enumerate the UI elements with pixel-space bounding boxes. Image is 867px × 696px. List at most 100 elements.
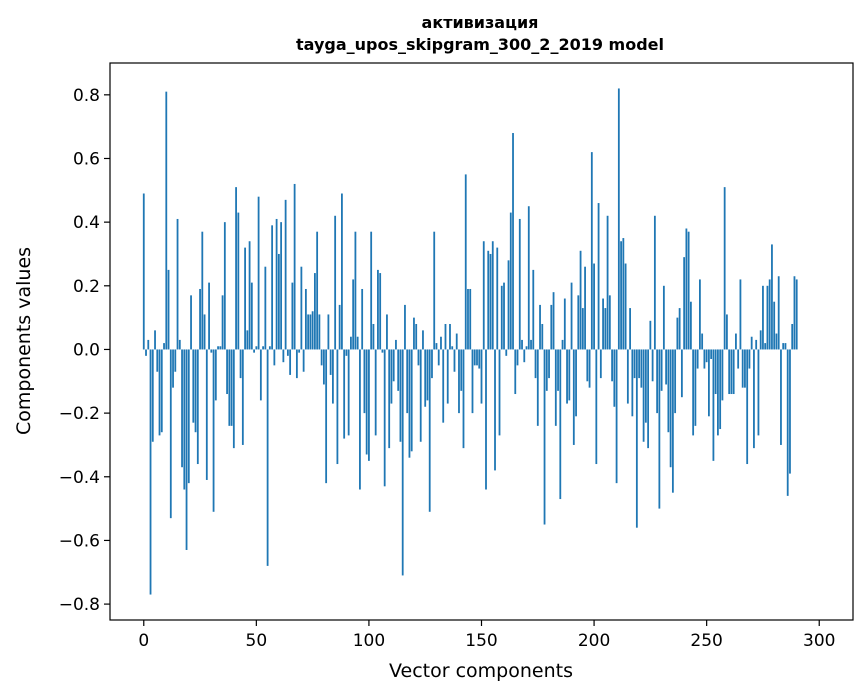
bar xyxy=(372,323,375,350)
y-tick-label: 0.4 xyxy=(73,213,100,233)
bar xyxy=(548,349,550,379)
bars-group xyxy=(142,88,798,595)
bar xyxy=(352,279,355,350)
bar xyxy=(455,333,458,350)
bar xyxy=(604,308,607,350)
bar xyxy=(791,323,794,350)
bar xyxy=(426,349,429,401)
bar xyxy=(163,343,165,350)
bar xyxy=(665,349,668,385)
bar xyxy=(570,282,573,350)
bar xyxy=(757,349,760,436)
bar xyxy=(397,349,400,391)
bar xyxy=(518,218,521,350)
bar xyxy=(187,349,190,484)
bar xyxy=(264,266,267,350)
bar xyxy=(383,349,386,487)
bar xyxy=(282,349,285,363)
bar xyxy=(142,193,145,350)
bar xyxy=(437,349,440,366)
bar xyxy=(500,285,503,350)
bar xyxy=(651,349,654,382)
bar xyxy=(606,215,609,350)
bar xyxy=(440,336,442,350)
bar xyxy=(334,215,337,350)
x-tick-label: 250 xyxy=(690,631,722,651)
bar xyxy=(194,349,197,433)
bar xyxy=(422,330,424,350)
bar xyxy=(379,273,382,350)
bar xyxy=(579,250,582,350)
bar xyxy=(300,266,303,350)
bar xyxy=(777,276,780,350)
bar xyxy=(764,343,767,350)
bar xyxy=(275,218,278,350)
bar xyxy=(793,276,796,350)
bar xyxy=(309,314,312,350)
bar xyxy=(253,349,255,353)
bar xyxy=(302,349,305,372)
bar xyxy=(158,349,161,436)
bar xyxy=(482,241,485,350)
bar xyxy=(721,349,724,401)
bar xyxy=(377,269,379,350)
bar xyxy=(602,298,604,350)
bar xyxy=(250,282,253,350)
bar xyxy=(473,349,476,366)
bar xyxy=(203,314,206,350)
bar xyxy=(451,346,454,350)
bar xyxy=(503,282,505,350)
bar xyxy=(617,88,620,350)
bar xyxy=(662,285,665,350)
bar xyxy=(178,339,181,350)
bar xyxy=(381,349,384,353)
bar xyxy=(363,349,366,414)
bar xyxy=(370,231,373,350)
bar xyxy=(593,263,595,350)
bar xyxy=(446,349,449,404)
bar xyxy=(286,349,289,356)
bar xyxy=(660,349,663,391)
bar xyxy=(241,349,244,445)
bar xyxy=(766,285,769,350)
x-axis-ticks: 0 50 100 150 200 250 300 xyxy=(138,620,835,651)
bar xyxy=(575,349,577,417)
bar xyxy=(228,349,231,426)
bar xyxy=(246,330,249,350)
y-tick-label: −0.6 xyxy=(59,531,100,551)
bar xyxy=(361,288,364,350)
bar xyxy=(262,346,264,350)
bar xyxy=(620,241,622,350)
bar xyxy=(730,349,733,395)
bar xyxy=(257,196,260,350)
bar xyxy=(566,349,568,404)
bar xyxy=(615,349,618,484)
bar xyxy=(365,349,368,455)
bar xyxy=(208,282,210,350)
bar xyxy=(597,203,600,350)
bar xyxy=(478,349,481,369)
bar xyxy=(392,349,395,382)
bar xyxy=(530,339,532,350)
bar xyxy=(516,349,519,366)
bar xyxy=(771,244,773,350)
bar xyxy=(415,323,418,350)
bar xyxy=(489,253,492,350)
bar xyxy=(658,349,661,509)
y-tick-label: 0.6 xyxy=(73,149,100,169)
x-tick-label: 50 xyxy=(246,631,268,651)
bar xyxy=(268,346,271,350)
bar xyxy=(696,349,699,369)
bar xyxy=(145,349,147,356)
bar xyxy=(599,349,602,379)
bar xyxy=(174,349,177,372)
bar xyxy=(746,349,749,465)
bar xyxy=(795,279,798,350)
bar xyxy=(590,152,593,350)
bar xyxy=(311,311,314,350)
bar xyxy=(539,304,541,350)
bar xyxy=(717,349,719,436)
bar xyxy=(595,349,598,465)
bar xyxy=(183,349,186,490)
